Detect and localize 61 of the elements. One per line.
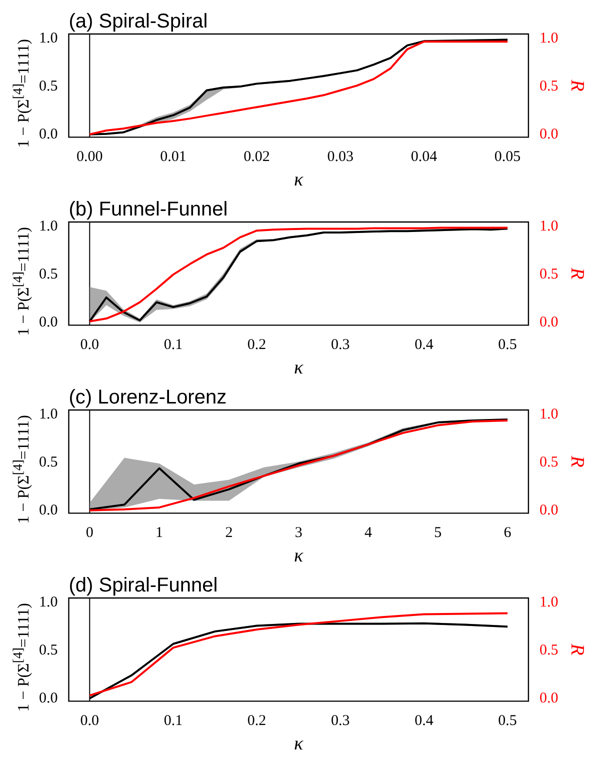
y-tick-label: 0.0 — [39, 690, 58, 706]
y2-tick-label: 0.5 — [539, 642, 558, 658]
x-tick-label: 0.4 — [414, 337, 434, 354]
y2-tick-label: 1.0 — [539, 406, 558, 423]
y-tick-label: 1.0 — [39, 406, 58, 423]
x-tick-label: 5 — [434, 525, 442, 542]
x-tick-label: 0.1 — [164, 713, 183, 730]
x-tick-label: 0.00 — [76, 149, 103, 166]
y2-axis-title: R — [566, 266, 588, 280]
x-tick-label: 0.3 — [331, 713, 350, 730]
y-tick-label: 0.0 — [39, 502, 58, 518]
x-tick-label: 0.2 — [247, 337, 266, 354]
y2-tick-label: 0.0 — [539, 502, 558, 518]
y-tick-label: 0.5 — [39, 642, 58, 658]
y2-tick-label: 0.5 — [539, 266, 558, 282]
x-tick-label: 0.3 — [331, 337, 350, 354]
y2-tick-label: 0.5 — [539, 78, 558, 94]
y-tick-label: 0.0 — [39, 126, 58, 142]
y-tick-label: 1.0 — [39, 30, 58, 47]
x-tick-label: 0.5 — [498, 713, 517, 730]
x-tick-label: 4 — [364, 525, 372, 542]
y2-tick-label: 0.5 — [539, 454, 558, 470]
x-axis-title: κ — [294, 546, 304, 567]
chart-title: (c) Lorenz-Lorenz — [68, 386, 227, 409]
x-tick-label: 6 — [504, 525, 512, 542]
chart-title: (d) Spiral-Funnel — [68, 574, 218, 597]
x-tick-label: 0.03 — [327, 149, 354, 166]
y-tick-label: 1.0 — [39, 218, 58, 235]
x-tick-label: 0.0 — [80, 713, 100, 730]
y2-axis-title: R — [566, 454, 588, 468]
x-tick-label: 0.5 — [498, 337, 517, 354]
x-axis-title: κ — [294, 170, 304, 191]
y2-axis-title: R — [566, 642, 588, 656]
chart-title: (a) Spiral-Spiral — [68, 10, 208, 33]
x-tick-label: 1 — [156, 525, 164, 542]
x-tick-label: 0.02 — [244, 149, 270, 166]
x-tick-label: 0.05 — [494, 149, 521, 166]
x-tick-label: 2 — [225, 525, 233, 542]
x-axis-title: κ — [294, 734, 304, 755]
y2-tick-label: 0.0 — [539, 126, 558, 142]
chart-title: (b) Funnel-Funnel — [68, 198, 228, 221]
y2-axis-title: R — [566, 78, 588, 92]
x-tick-label: 0.04 — [410, 149, 438, 166]
x-tick-label: 0.01 — [160, 149, 186, 166]
y2-tick-label: 0.0 — [539, 314, 558, 330]
x-tick-label: 0.4 — [414, 713, 434, 730]
y2-tick-label: 1.0 — [539, 218, 558, 235]
x-tick-label: 0.0 — [80, 337, 100, 354]
x-tick-label: 0.2 — [247, 713, 266, 730]
y-tick-label: 0.5 — [39, 78, 58, 94]
y2-tick-label: 1.0 — [539, 594, 558, 611]
x-axis-title: κ — [294, 358, 304, 379]
y-tick-label: 0.5 — [39, 266, 58, 282]
x-tick-label: 0 — [86, 525, 94, 542]
y2-tick-label: 1.0 — [539, 30, 558, 47]
y2-tick-label: 0.0 — [539, 690, 558, 706]
y-tick-label: 0.0 — [39, 314, 58, 330]
y-tick-label: 1.0 — [39, 594, 58, 611]
y-tick-label: 0.5 — [39, 454, 58, 470]
x-tick-label: 3 — [294, 525, 302, 542]
x-tick-label: 0.1 — [164, 337, 183, 354]
